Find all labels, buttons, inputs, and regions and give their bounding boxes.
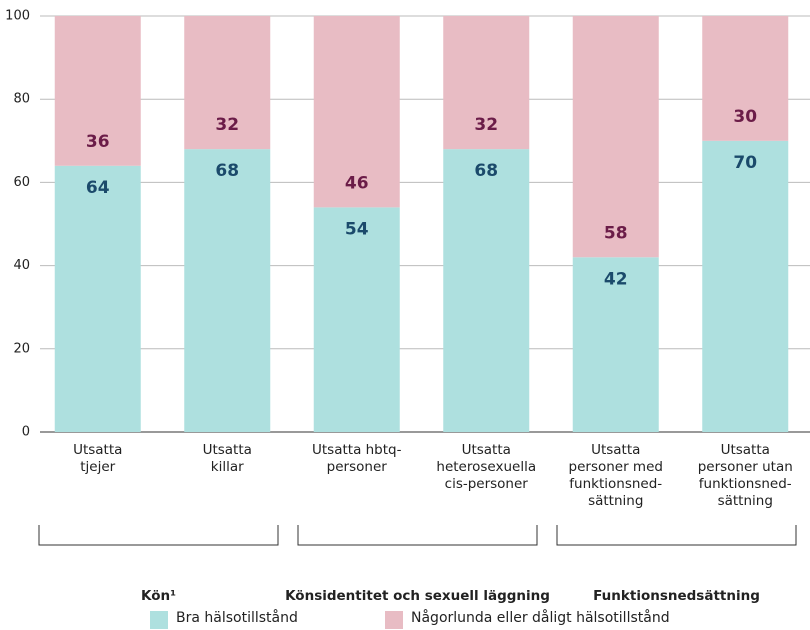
group-bracket	[297, 525, 538, 546]
value-label: 32	[215, 115, 239, 135]
x-tick-label: Utsatta hbtq- personer	[312, 442, 402, 475]
bar-segment	[702, 140, 789, 433]
value-label: 70	[733, 153, 757, 173]
bar-segment	[313, 207, 400, 432]
bar-segment	[443, 16, 530, 150]
bar-segment	[54, 16, 141, 166]
y-tick-label: 0	[22, 425, 30, 440]
bar-segment	[184, 16, 271, 150]
value-label: 68	[474, 161, 498, 181]
legend-swatch	[385, 611, 403, 629]
y-tick-label: 80	[13, 92, 30, 107]
value-label: 46	[345, 173, 369, 193]
x-tick-label: Utsatta tjejer	[73, 442, 123, 475]
value-label: 64	[86, 178, 110, 198]
bar-segment	[572, 257, 659, 432]
bar-segment	[54, 165, 141, 432]
group-label: Funktionsnedsättning	[593, 588, 760, 604]
bar-segment	[313, 16, 400, 208]
value-label: 36	[86, 132, 110, 152]
value-label: 54	[345, 219, 369, 239]
y-tick-label: 40	[13, 258, 30, 273]
x-tick-label: Utsatta heterosexuella cis-personer	[436, 442, 537, 492]
value-label: 30	[733, 107, 757, 127]
bar-segment	[702, 16, 789, 141]
y-tick-label: 60	[13, 175, 30, 190]
bar-segment	[184, 149, 271, 432]
value-label: 58	[604, 223, 628, 243]
x-tick-label: Utsatta killar	[202, 442, 252, 475]
group-bracket	[556, 525, 797, 546]
legend-label: Bra hälsotillstånd	[176, 610, 298, 626]
group-bracket	[38, 525, 279, 546]
value-label: 32	[474, 115, 498, 135]
legend-label: Någorlunda eller dåligt hälsotillstånd	[411, 610, 670, 626]
legend-swatch	[150, 611, 168, 629]
value-label: 68	[215, 161, 239, 181]
group-label: Könsidentitet och sexuell läggning	[285, 588, 550, 604]
bar-segment	[443, 149, 530, 432]
value-label: 42	[604, 269, 628, 289]
x-tick-label: Utsatta personer utan funktionsned- sätt…	[697, 442, 793, 509]
y-tick-label: 100	[5, 9, 30, 24]
bar-segment	[572, 16, 659, 258]
group-label: Kön¹	[140, 588, 177, 604]
y-tick-label: 20	[13, 341, 30, 356]
x-tick-label: Utsatta personer med funktionsned- sättn…	[568, 442, 663, 509]
